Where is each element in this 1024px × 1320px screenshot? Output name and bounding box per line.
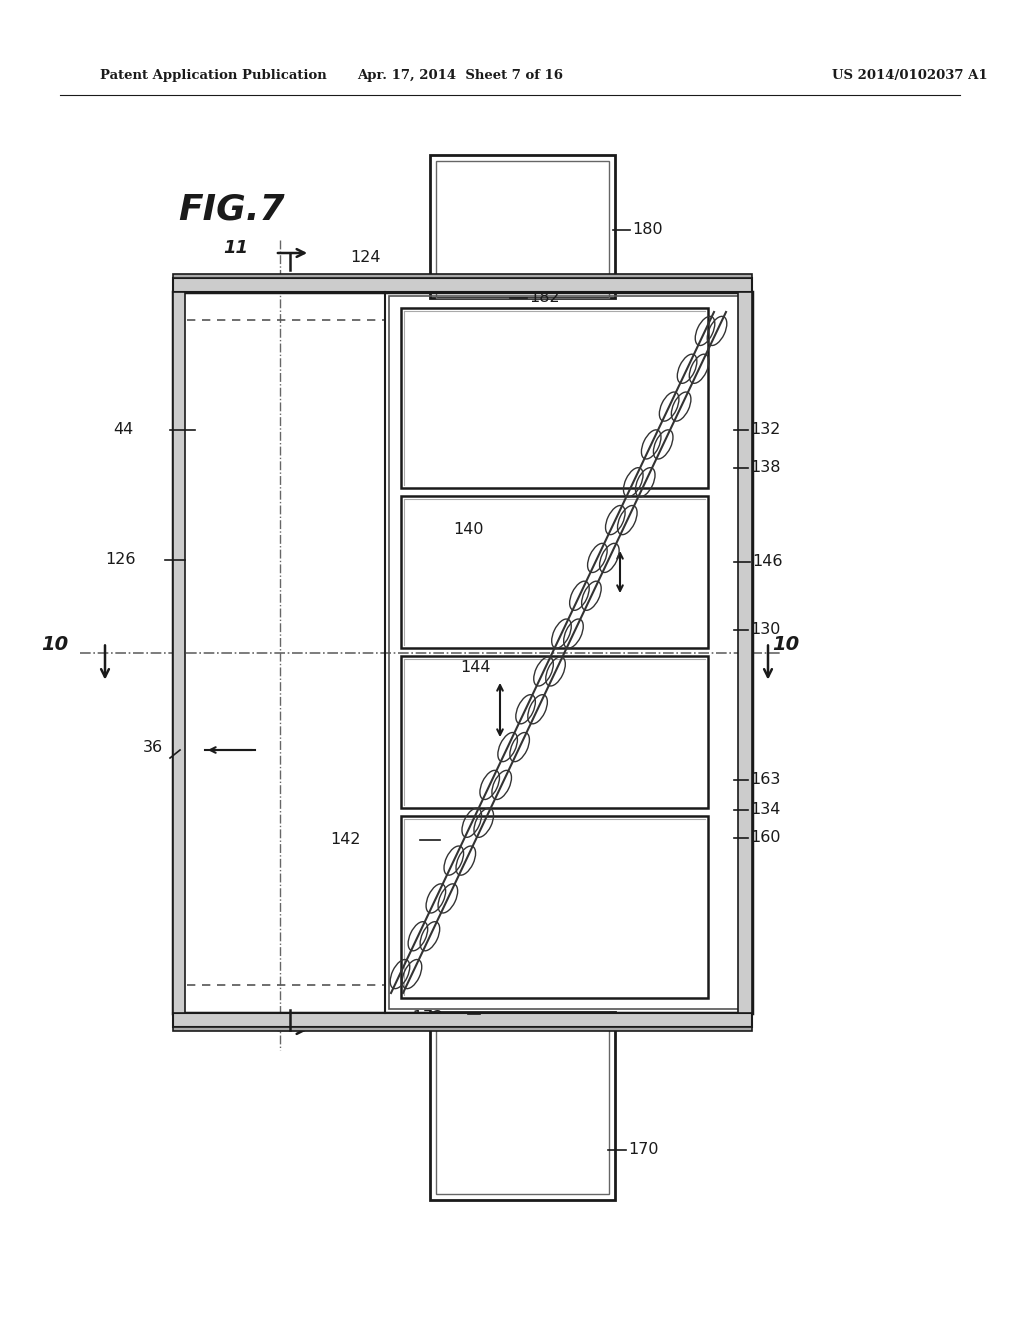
Text: 10: 10 (772, 635, 800, 653)
Bar (389, 296, 740, 1008)
Text: 126: 126 (105, 553, 135, 568)
Text: 170: 170 (628, 1143, 658, 1158)
Text: 163: 163 (750, 772, 780, 788)
Bar (173, 1012, 752, 1027)
Text: 140: 140 (453, 523, 483, 537)
Text: 11: 11 (223, 239, 248, 257)
Bar (430, 1012, 615, 1200)
Text: 44: 44 (113, 422, 133, 437)
Bar (436, 1012, 609, 1195)
Bar (173, 279, 752, 292)
Text: 130: 130 (750, 623, 780, 638)
Text: 142: 142 (330, 833, 360, 847)
Text: 132: 132 (750, 422, 780, 437)
Bar (401, 308, 708, 488)
Text: 160: 160 (750, 830, 780, 846)
Text: -172: -172 (408, 1011, 444, 1026)
Bar (430, 154, 615, 298)
Text: 146: 146 (752, 554, 782, 569)
Bar (173, 292, 185, 1012)
Text: 36: 36 (143, 741, 163, 755)
Text: Patent Application Publication: Patent Application Publication (100, 69, 327, 82)
Bar (401, 496, 708, 648)
Text: Apr. 17, 2014  Sheet 7 of 16: Apr. 17, 2014 Sheet 7 of 16 (357, 69, 563, 82)
Text: 124: 124 (350, 251, 381, 265)
Text: US 2014/0102037 A1: US 2014/0102037 A1 (833, 69, 988, 82)
Bar (401, 656, 708, 808)
Bar (401, 816, 708, 998)
Bar (173, 1027, 752, 1031)
Bar (738, 292, 752, 1012)
Bar (436, 161, 609, 298)
Text: 134: 134 (750, 803, 780, 817)
Text: FIG.7: FIG.7 (178, 193, 285, 227)
Text: 182: 182 (529, 290, 560, 305)
Text: 138: 138 (750, 461, 780, 475)
Bar (173, 292, 752, 1012)
Text: 10: 10 (41, 635, 68, 653)
Text: 11: 11 (223, 1016, 248, 1034)
Text: 144: 144 (460, 660, 490, 676)
Text: 180: 180 (632, 223, 663, 238)
Bar (173, 275, 752, 279)
